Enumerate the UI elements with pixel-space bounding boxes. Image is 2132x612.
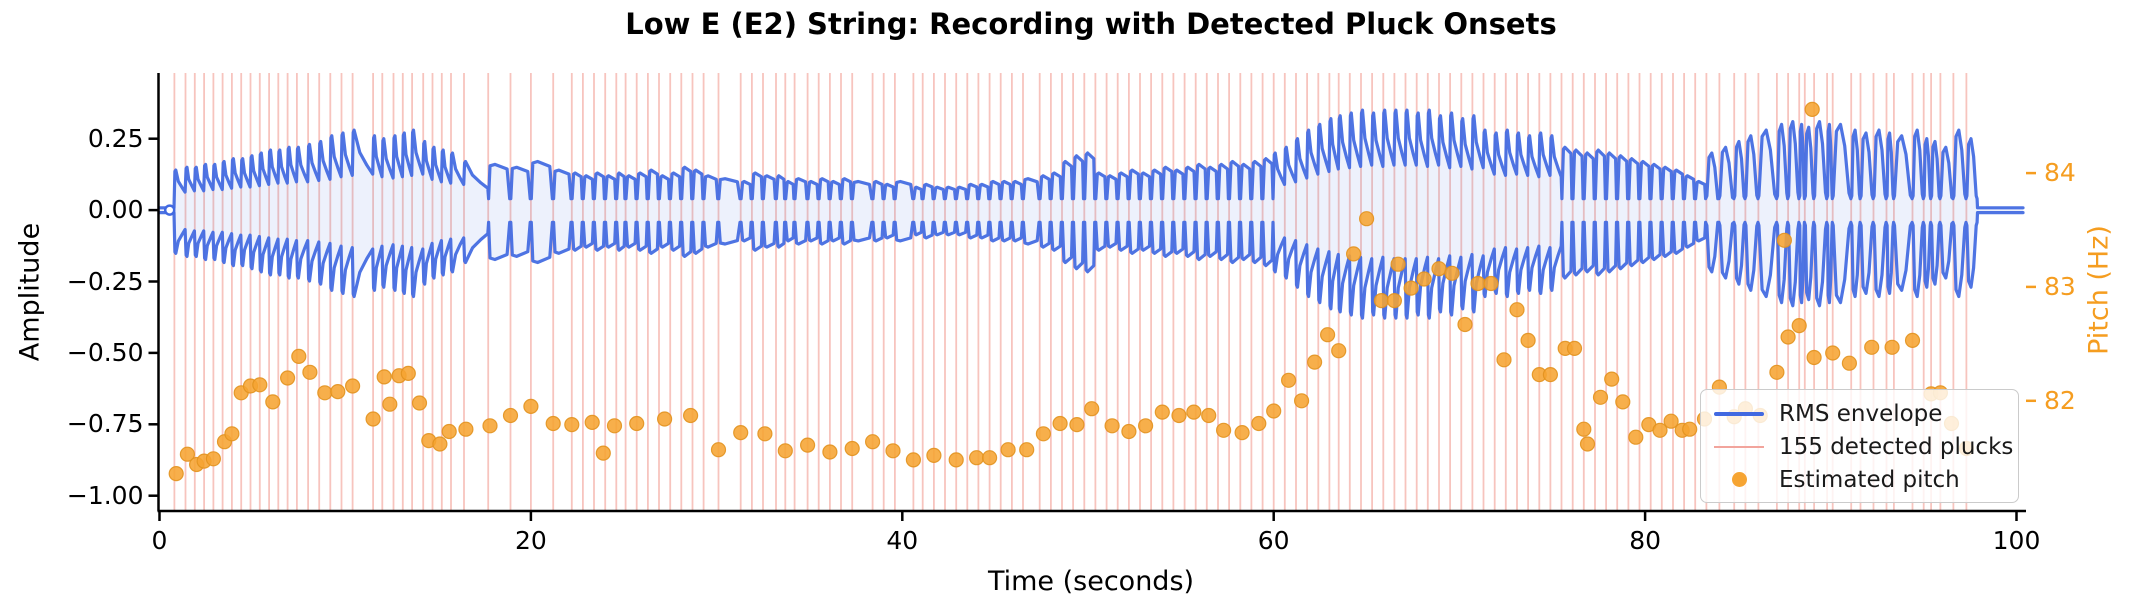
y-tick-label-left: 0.25	[87, 123, 144, 153]
x-tick-label: 80	[1629, 526, 1661, 555]
y-tick-label-right: 82	[2044, 385, 2076, 415]
y-tick-label-left: −1.00	[66, 480, 144, 510]
x-tick-label: 40	[886, 526, 919, 555]
rms-envelope-start-marker	[163, 204, 176, 216]
legend-item-estimated-pitch: Estimated pitch	[1714, 463, 2018, 496]
legend-item-rms-envelope: RMS envelope	[1714, 397, 2018, 430]
rms-envelope-fill	[159, 110, 2023, 319]
y-tick-label-left: −0.75	[66, 409, 144, 439]
chart-title: Low E (E2) String: Recording with Detect…	[625, 7, 1557, 41]
y-tick-label-left: 0.00	[87, 195, 144, 225]
pluck-line-swatch-icon	[1714, 445, 1764, 448]
x-axis-label: Time (seconds)	[987, 566, 1195, 597]
y-tick-label-right: 83	[2044, 271, 2076, 301]
y-tick-label-right: 84	[2044, 158, 2076, 188]
legend-label-rms-envelope: RMS envelope	[1779, 400, 1943, 427]
pitch-dot-swatch-icon	[1714, 472, 1764, 487]
rms-envelope-line-swatch-icon	[1714, 411, 1764, 416]
legend-item-detected-plucks: 155 detected plucks	[1714, 430, 2018, 463]
y-tick-label-left: −0.50	[66, 337, 144, 367]
estimated-pitch-dots	[168, 101, 1975, 482]
legend-label-estimated-pitch: Estimated pitch	[1779, 466, 1960, 493]
x-tick-label: 20	[514, 526, 547, 555]
x-tick-label: 60	[1257, 526, 1290, 555]
x-tick-label: 100	[1992, 526, 2041, 555]
legend-label-detected-plucks: 155 detected plucks	[1779, 433, 2014, 460]
legend: RMS envelope 155 detected plucks Estimat…	[1700, 389, 2019, 503]
rms-envelope-bottom	[157, 211, 2025, 320]
rms-envelope-top	[157, 108, 2025, 210]
y-axis-label-right: Pitch (Hz)	[2083, 225, 2115, 355]
y-tick-label-left: −0.25	[66, 266, 144, 296]
x-tick-label: 0	[151, 526, 168, 555]
y-axis-label-left: Amplitude	[14, 222, 46, 362]
